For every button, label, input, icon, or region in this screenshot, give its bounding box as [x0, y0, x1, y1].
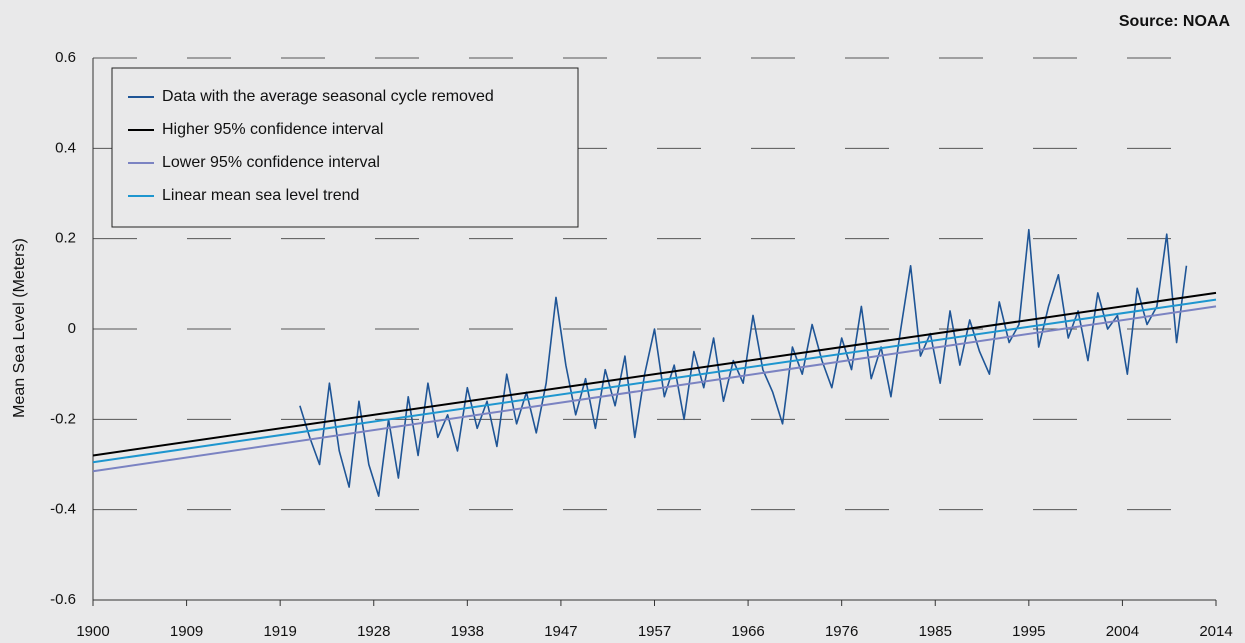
legend-box	[111, 67, 579, 228]
legend-label: Linear mean sea level trend	[162, 187, 359, 204]
y-axis-label: Mean Sea Level (Meters)	[11, 238, 28, 418]
y-tick-label: 0.2	[55, 230, 76, 247]
x-tick-label: 1909	[170, 623, 203, 640]
y-tick-label: 0.4	[55, 139, 76, 156]
legend-label: Higher 95% confidence interval	[162, 121, 383, 138]
x-tick-label: 1957	[638, 623, 671, 640]
y-tick-label: 0	[68, 320, 76, 337]
x-tick-label: 1966	[731, 623, 764, 640]
y-tick-label: -0.6	[50, 591, 76, 608]
x-tick-label: 2014	[1199, 623, 1232, 640]
series-line	[92, 298, 1217, 464]
x-tick-label: 1919	[263, 623, 296, 640]
x-tick-label: 1900	[76, 623, 109, 640]
series-line	[92, 305, 1217, 473]
x-tick-label: 1928	[357, 623, 390, 640]
x-tick-label: 2004	[1106, 623, 1139, 640]
y-tick-label: 0.6	[55, 49, 76, 66]
source: Source: NOAA	[1119, 13, 1231, 30]
y-tick-label: -0.2	[50, 410, 76, 427]
series-line	[92, 291, 1217, 457]
legend: Data with the average seasonal cycle rem…	[111, 67, 579, 228]
x-tick-label: 1976	[825, 623, 858, 640]
series-line	[299, 228, 1188, 497]
y-tick-label: -0.4	[50, 501, 76, 518]
legend-label: Data with the average seasonal cycle rem…	[162, 88, 494, 105]
x-tick-label: 1985	[919, 623, 952, 640]
legend-label: Lower 95% confidence interval	[162, 154, 380, 171]
x-tick-label: 1947	[544, 623, 577, 640]
x-tick-label: 1995	[1012, 623, 1045, 640]
x-tick-label: 1938	[451, 623, 484, 640]
